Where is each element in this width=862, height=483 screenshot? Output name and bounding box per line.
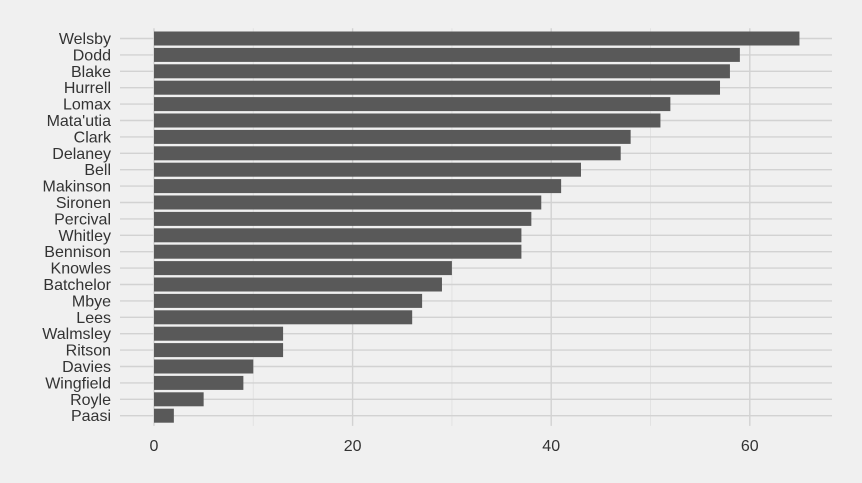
bar-mbye: [154, 293, 423, 308]
bar-whitley: [154, 228, 522, 243]
bar-lomax: [154, 97, 671, 112]
category-axis-labels: WelsbyDoddBlakeHurrellLomaxMata'utiaClar…: [42, 31, 112, 425]
bar-delaney: [154, 146, 621, 161]
bar-knowles: [154, 261, 452, 276]
value-tick-label: 60: [741, 438, 759, 455]
category-label: Knowles: [51, 261, 111, 278]
bar-royle: [154, 392, 204, 407]
category-label: Lees: [76, 310, 111, 327]
bar-ritson: [154, 343, 284, 358]
bar-batchelor: [154, 277, 442, 292]
bar-dodd: [154, 47, 740, 62]
bar-hurrell: [154, 80, 721, 95]
bars: [154, 31, 800, 423]
category-label: Davies: [62, 359, 111, 376]
category-label: Ritson: [66, 343, 111, 360]
bar-clark: [154, 129, 631, 144]
bar-percival: [154, 211, 532, 226]
category-label: Welsby: [59, 31, 111, 48]
category-label: Batchelor: [43, 277, 111, 294]
category-label: Royle: [70, 392, 111, 409]
bar-welsby: [154, 31, 800, 46]
bar-davies: [154, 359, 254, 374]
category-label: Percival: [54, 211, 111, 228]
value-tick-label: 20: [344, 438, 362, 455]
category-label: Delaney: [52, 146, 111, 163]
category-label: Bell: [84, 162, 111, 179]
category-label: Blake: [71, 64, 111, 81]
bar-bell: [154, 162, 581, 177]
category-label: Wingfield: [45, 375, 111, 392]
category-label: Sironen: [56, 195, 111, 212]
value-tick-label: 40: [542, 438, 560, 455]
bar-wingfield: [154, 375, 244, 390]
bar-mata-utia: [154, 113, 661, 128]
category-label: Whitley: [59, 228, 111, 245]
bar-paasi: [154, 408, 174, 423]
bar-walmsley: [154, 326, 284, 341]
bar-sironen: [154, 195, 542, 210]
bar-blake: [154, 64, 730, 79]
category-label: Makinson: [43, 179, 111, 196]
value-tick-label: 0: [150, 438, 159, 455]
category-label: Paasi: [71, 408, 111, 425]
bar-lees: [154, 310, 413, 325]
category-label: Hurrell: [64, 80, 111, 97]
category-label: Clark: [74, 129, 112, 146]
bar-bennison: [154, 244, 522, 259]
category-label: Mata'utia: [47, 113, 112, 130]
category-label: Lomax: [63, 97, 111, 114]
category-label: Mbye: [72, 293, 111, 310]
category-label: Walmsley: [42, 326, 111, 343]
bar-makinson: [154, 179, 562, 194]
value-axis-labels: 0 20 40 60: [150, 438, 759, 455]
category-label: Bennison: [44, 244, 111, 261]
category-label: Dodd: [73, 47, 111, 64]
